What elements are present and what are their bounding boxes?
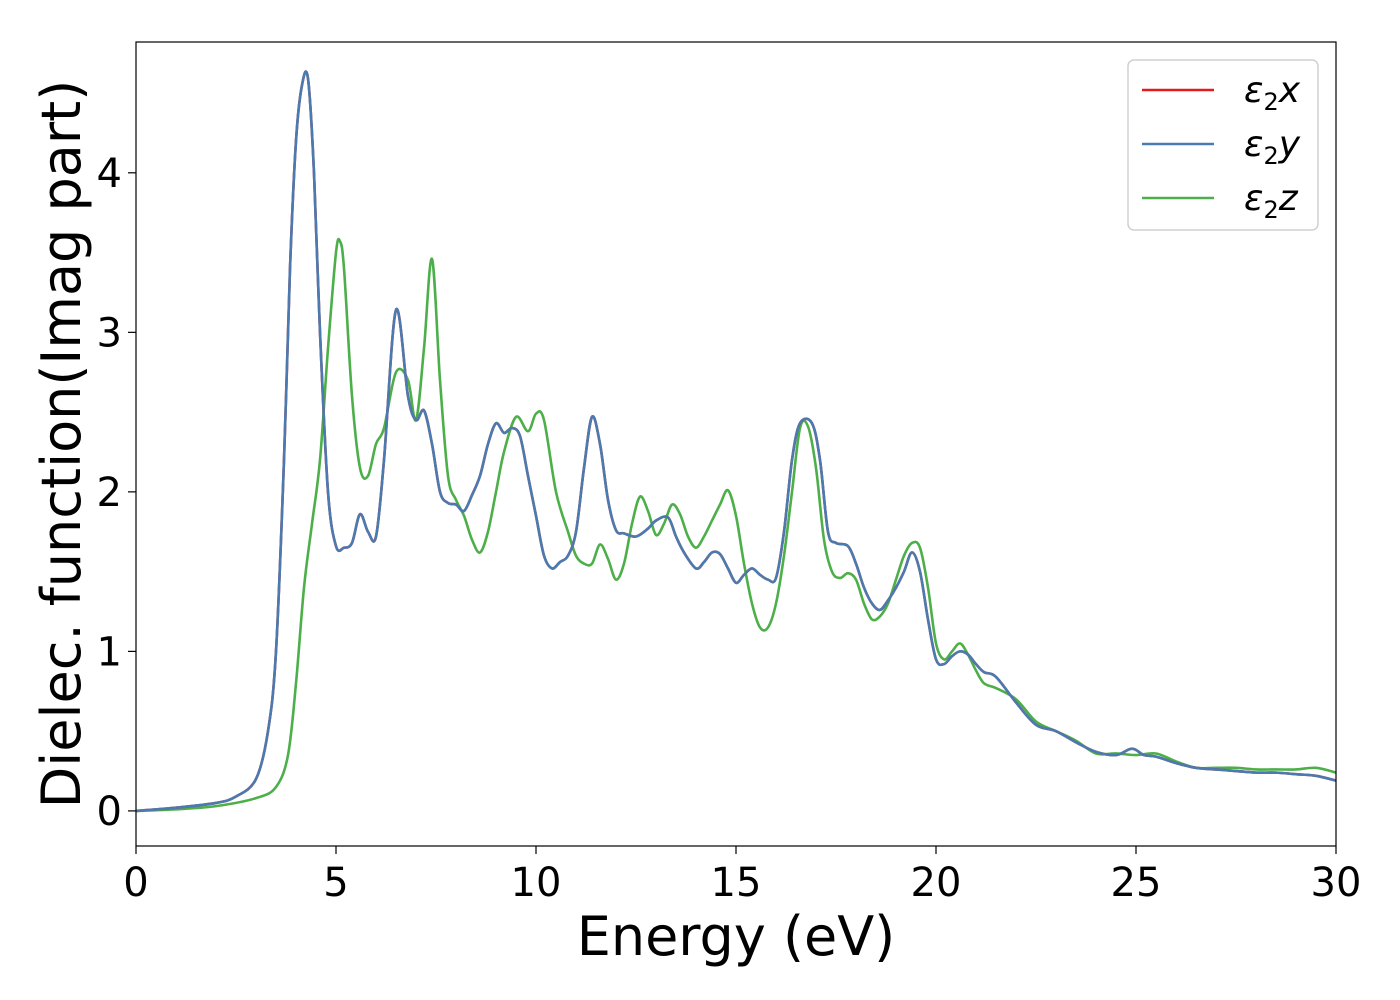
legend-symbol: ε xyxy=(1244,124,1263,165)
y-tick-label: 2 xyxy=(97,470,122,516)
legend-subscript: 2 xyxy=(1263,196,1278,224)
y-tick-label: 0 xyxy=(97,789,122,835)
x-tick-label: 30 xyxy=(1311,860,1362,906)
x-tick-label: 5 xyxy=(323,860,348,906)
legend-axis-letter: z xyxy=(1278,178,1299,219)
legend-axis-letter: x xyxy=(1278,70,1301,111)
x-tick-label: 20 xyxy=(911,860,962,906)
series-line-y xyxy=(136,70,1336,813)
legend-subscript: 2 xyxy=(1263,142,1278,170)
y-axis-label: Dielec. function(Imag part) xyxy=(30,80,93,809)
legend-label-y: ε2y xyxy=(1244,124,1301,170)
y-tick-label: 4 xyxy=(97,151,122,197)
x-tick-label: 0 xyxy=(123,860,148,906)
legend-subscript: 2 xyxy=(1263,88,1278,116)
legend-label-x: ε2x xyxy=(1244,70,1301,116)
legend-box xyxy=(1127,59,1319,231)
legend-symbol: ε xyxy=(1244,70,1263,111)
x-axis-ticks: 0 5 10 15 20 25 30 xyxy=(123,846,1361,906)
x-tick-label: 25 xyxy=(1111,860,1162,906)
series-layer xyxy=(136,70,1336,813)
y-axis-ticks: 0 1 2 3 4 xyxy=(97,151,136,835)
x-tick-label: 10 xyxy=(511,860,562,906)
legend-axis-letter: y xyxy=(1278,124,1301,165)
series-line-z xyxy=(136,237,1336,813)
legend-symbol: ε xyxy=(1244,178,1263,219)
x-tick-label: 15 xyxy=(711,860,762,906)
y-tick-label: 1 xyxy=(97,629,122,675)
legend-label-z: ε2z xyxy=(1244,178,1299,224)
x-axis-label: Energy (eV) xyxy=(577,905,896,968)
y-tick-label: 3 xyxy=(97,310,122,356)
